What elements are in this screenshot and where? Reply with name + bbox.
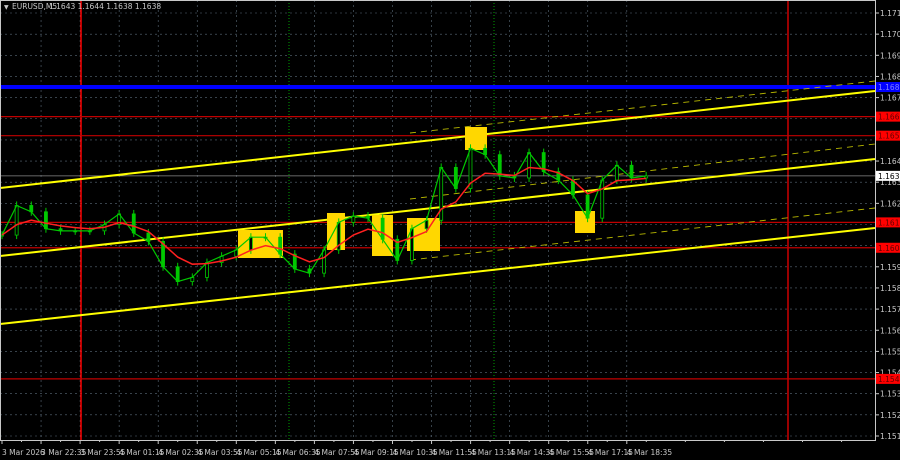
x-tick-label: 4 Mar 17:15 xyxy=(588,448,634,457)
signal-box xyxy=(575,211,595,233)
y-tick-label: 1.1625 xyxy=(880,199,900,208)
candle-body xyxy=(278,236,283,255)
level-price-marker xyxy=(876,373,900,384)
candle-body xyxy=(527,152,531,179)
candle-body xyxy=(322,249,326,274)
level-price-marker xyxy=(876,82,900,93)
level-price-marker xyxy=(876,111,900,122)
candle-body xyxy=(497,154,502,177)
y-tick-label: 1.1645 xyxy=(880,157,900,166)
price-series xyxy=(0,144,649,286)
channel-line[interactable] xyxy=(0,90,876,189)
current-price-label: 1.1638 xyxy=(878,172,900,181)
y-tick-label: 1.1565 xyxy=(880,326,900,335)
x-tick-label: 3 Mar 22:35 xyxy=(41,448,87,457)
grid xyxy=(0,0,875,440)
current-price-marker xyxy=(876,170,900,181)
signal-box xyxy=(465,127,487,150)
y-tick-label: 1.1715 xyxy=(880,9,900,18)
candle-body xyxy=(248,236,253,251)
x-tick-label: 4 Mar 01:15 xyxy=(119,448,165,457)
y-tick-label: 1.1515 xyxy=(880,432,900,441)
candle-body xyxy=(410,228,414,261)
level-price-label: 1.1666 xyxy=(878,113,900,122)
price-axis[interactable]: 1.1715 1.1705 1.1695 1.1685 1.1675 1.1645 1.16… xyxy=(875,9,900,441)
x-tick-label: 4 Mar 07:55 xyxy=(314,448,360,457)
x-tick-label: 4 Mar 10:35 xyxy=(393,448,439,457)
level-price-label: 1.1616 xyxy=(878,218,900,227)
plot-frame xyxy=(0,0,876,441)
moving-average-line xyxy=(1,166,647,265)
candle-body xyxy=(14,205,19,236)
candle-body xyxy=(205,262,209,278)
x-tick-label: 4 Mar 15:55 xyxy=(549,448,595,457)
x-tick-label: 3 Mar 23:55 xyxy=(80,448,126,457)
y-tick-label: 1.1555 xyxy=(880,347,900,356)
x-tick-label: 4 Mar 18:35 xyxy=(627,448,673,457)
y-tick-label: 1.1595 xyxy=(880,263,900,272)
signal-box xyxy=(327,213,345,250)
y-tick-label: 1.1575 xyxy=(880,305,900,314)
candle-body xyxy=(614,164,619,181)
candle-body xyxy=(131,213,136,234)
y-tick-label: 1.1705 xyxy=(880,30,900,39)
candle-body xyxy=(629,164,634,179)
level-price-label: 1.1604 xyxy=(878,244,900,253)
price-line xyxy=(1,147,647,283)
x-tick-label: 4 Mar 11:55 xyxy=(432,448,478,457)
ohlc-label: 1.1643 1.1644 1.1638 1.1638 xyxy=(49,2,161,11)
candle-body xyxy=(44,211,48,230)
candle-body xyxy=(380,217,385,240)
channel-dashed-line[interactable] xyxy=(409,80,876,134)
y-tick-label: 1.1535 xyxy=(880,390,900,399)
y-tick-label: 1.1545 xyxy=(880,369,900,378)
y-tick-label: 1.1525 xyxy=(880,411,900,420)
symbol-label: EURUSD,M5 xyxy=(12,2,57,11)
y-tick-label: 1.1685 xyxy=(880,72,900,81)
level-price-marker xyxy=(876,217,900,228)
x-tick-label: 3 Mar 2026 xyxy=(2,448,45,457)
y-tick-label: 1.1585 xyxy=(880,284,900,293)
x-tick-label: 4 Mar 13:15 xyxy=(471,448,517,457)
moving-average xyxy=(1,166,647,265)
candle-body xyxy=(175,266,180,283)
level-price-marker xyxy=(876,242,900,253)
y-tick-label: 1.1695 xyxy=(880,51,900,60)
channel-line[interactable] xyxy=(0,227,876,325)
channel-dashed-line[interactable] xyxy=(409,143,876,200)
y-tick-label: 1.1635 xyxy=(880,178,900,187)
level-price-marker xyxy=(876,130,900,141)
candle-body xyxy=(600,179,605,219)
vertical-markers xyxy=(80,0,789,440)
channel-dashed-line[interactable] xyxy=(409,207,876,261)
x-tick-label: 4 Mar 02:35 xyxy=(158,448,204,457)
level-price-label: 1.1657 xyxy=(878,132,900,141)
x-tick-label: 4 Mar 06:35 xyxy=(275,448,321,457)
x-tick-label: 4 Mar 03:55 xyxy=(197,448,243,457)
y-tick-label: 1.1675 xyxy=(880,94,900,103)
x-tick-label: 4 Mar 09:15 xyxy=(353,448,399,457)
x-tick-label: 4 Mar 14:35 xyxy=(510,448,556,457)
level-price-label: 1.1680 xyxy=(878,83,900,92)
level-price-label: 1.1542 xyxy=(878,375,900,384)
chart-header: ▼ EURUSD,M5 1.1643 1.1644 1.1638 1.1638 xyxy=(4,2,161,11)
x-tick-label: 4 Mar 05:15 xyxy=(236,448,282,457)
candle-body xyxy=(439,166,444,221)
collapse-triangle-icon[interactable]: ▼ xyxy=(4,4,9,11)
